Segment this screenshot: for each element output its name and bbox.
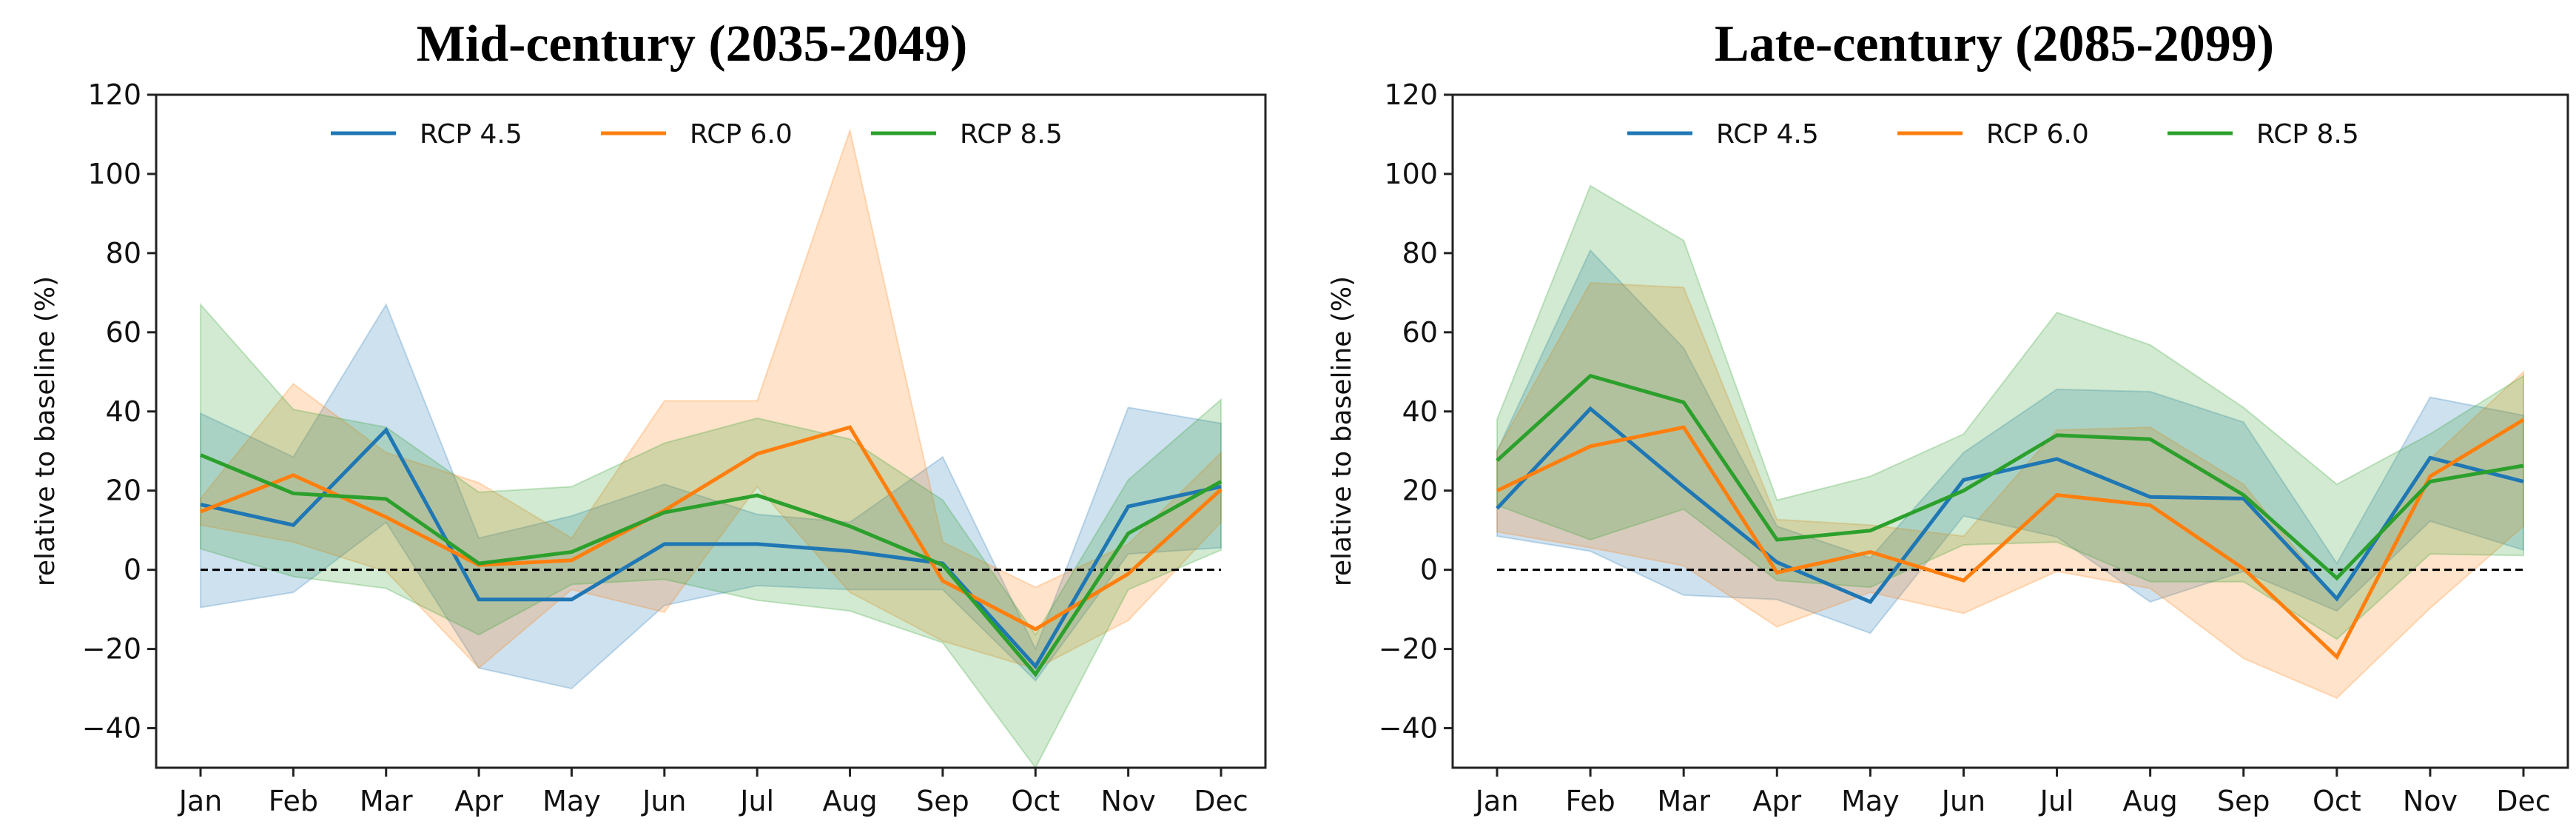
x-tick-label: Nov [1101,785,1156,817]
legend-label: RCP 6.0 [690,119,793,150]
x-tick-label: May [1841,785,1900,817]
x-tick-label: Jul [2039,785,2074,817]
y-tick-label: 40 [106,395,141,428]
x-tick-label: Nov [2403,785,2458,817]
x-tick-label: Aug [822,785,877,817]
series-line-rcp-8-5 [200,453,1223,677]
legend-label: RCP 8.5 [2256,119,2359,150]
chart-panel-2: Late-century (2085-2099) −40 −20 0 20 40 60 80 1… [1327,16,2569,817]
legend-label: RCP 4.5 [1716,119,1819,150]
y-tick-label: 20 [106,475,141,507]
x-tick-label: Mar [360,785,413,817]
axes-frame [1451,93,2569,769]
legend-label: RCP 6.0 [1986,119,2089,150]
x-tick-label: Feb [1565,785,1615,817]
y-tick-label: 100 [1384,158,1438,190]
series-line-rcp-4-5 [1496,406,2524,605]
x-tick-label: Jan [178,785,223,817]
x-tick-label: Mar [1657,785,1710,817]
series-line-rcp-6-0 [200,425,1223,632]
x-tick-label: Apr [454,785,503,817]
chart-title: Mid-century (2035-2049) [417,16,968,73]
y-tick-label: 20 [1402,475,1438,507]
series-line-rcp-6-0 [1496,418,2525,660]
band-rcp-6-0 [200,127,1222,670]
x-tick-label: Jan [1474,785,1519,817]
y-tick-label: 60 [1402,316,1438,349]
series-line-rcp-8-5 [1496,373,2524,581]
y-tick-label: 80 [1402,237,1438,269]
y-tick-label: −40 [82,712,141,745]
band-rcp-8-5 [200,302,1222,769]
x-tick-label: Jun [1940,785,1985,817]
x-tick-label: Aug [2123,785,2178,817]
y-tick-label: −20 [82,633,141,666]
axes-frame [155,93,1267,769]
x-tick-label: Apr [1752,785,1801,817]
legend-label: RCP 4.5 [420,119,522,150]
y-tick-label: 0 [1420,554,1438,586]
x-tick-label: Dec [2496,785,2551,817]
x-tick-label: Oct [1011,785,1060,817]
y-axis-label: relative to baseline (%) [1327,276,1357,586]
legend-label: RCP 8.5 [960,119,1063,150]
x-tick-label: Jun [641,785,686,817]
chart-title: Late-century (2085-2099) [1715,16,2274,73]
x-tick-label: Sep [2217,785,2270,817]
x-tick-label: Feb [269,785,318,817]
x-tick-label: Jul [739,785,774,817]
y-tick-label: 120 [87,78,141,111]
y-tick-label: 80 [106,237,141,269]
y-tick-label: 40 [1402,395,1438,428]
y-tick-label: −40 [1379,712,1438,745]
chart-panel-1: Mid-century (2035-2049) −40 −20 0 20 40 60 80 10… [30,16,1267,817]
y-axis-label: relative to baseline (%) [30,276,61,586]
y-tick-label: 120 [1384,78,1438,111]
y-tick-label: 60 [106,316,141,349]
x-tick-label: Dec [1194,785,1248,817]
band-rcp-6-0 [1496,281,2524,700]
x-tick-label: Oct [2313,785,2361,817]
x-tick-label: May [542,785,601,817]
y-tick-label: 0 [124,554,141,586]
y-tick-label: −20 [1379,633,1438,666]
y-tick-label: 100 [87,158,141,190]
x-tick-label: Sep [916,785,969,817]
series-line-rcp-4-5 [200,426,1222,670]
